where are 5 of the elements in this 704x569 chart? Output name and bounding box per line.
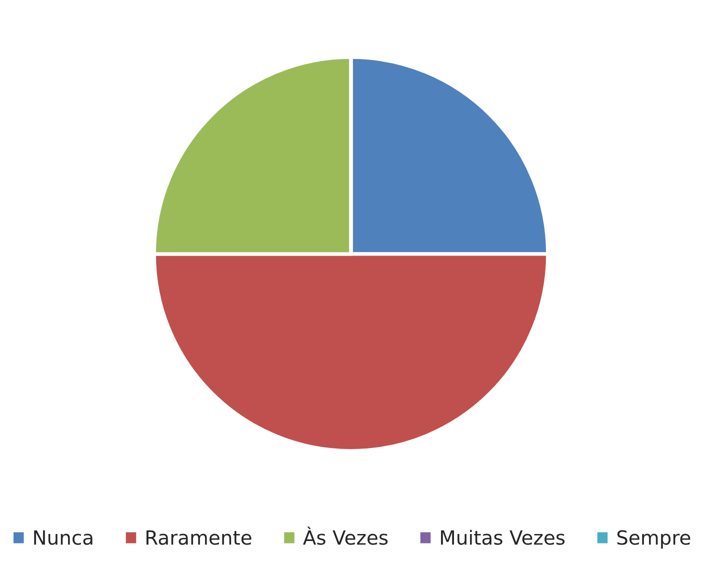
legend-label: Muitas Vezes (441, 530, 565, 545)
legend-label: Sempre (617, 530, 690, 549)
legend-label: Às Vezes (303, 526, 388, 545)
legend-label: Raramente (146, 530, 252, 545)
legend-label: Nunca (34, 530, 92, 545)
